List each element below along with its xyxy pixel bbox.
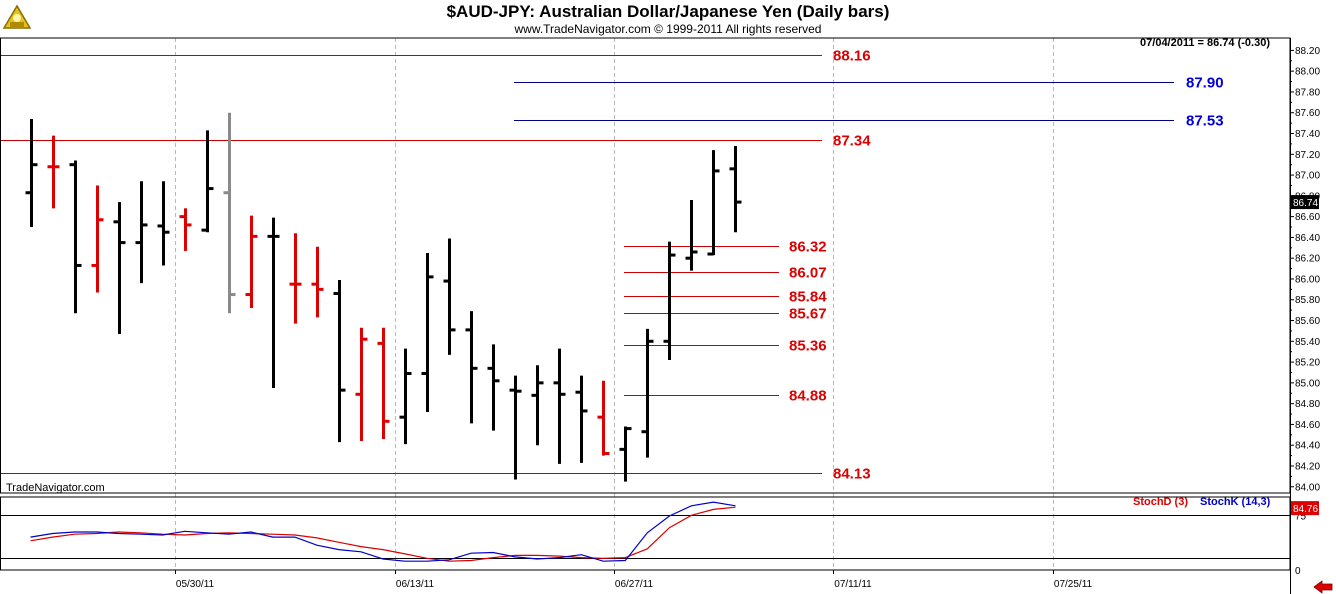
ohlc-bar xyxy=(465,311,478,424)
x-tick-label: 07/11/11 xyxy=(834,579,872,590)
y-tick-label: 86.40 xyxy=(1295,233,1320,244)
y-tick-label: 85.60 xyxy=(1295,316,1320,327)
ohlc-bar xyxy=(377,327,390,439)
stochastic-panel: StochD (3) StochK (14,3) xyxy=(0,496,1290,562)
level-label-85.36: 85.36 xyxy=(789,338,827,355)
ohlc-bar xyxy=(509,375,522,480)
stoch-line-stochD xyxy=(30,506,736,562)
ohlc-bar xyxy=(619,426,632,482)
ohlc-bar xyxy=(421,252,434,412)
last-price-label: 86.74 xyxy=(1293,198,1318,209)
ohlc-bar xyxy=(25,118,38,228)
logo-icon xyxy=(2,4,32,29)
ohlc-bar xyxy=(399,348,412,445)
ohlc-bar xyxy=(487,344,500,431)
y-tick-label: 87.60 xyxy=(1295,108,1320,119)
y-tick-label: 86.20 xyxy=(1295,254,1320,265)
ohlc-bar xyxy=(707,150,720,256)
x-tick-label: 05/30/11 xyxy=(176,579,215,590)
support-resistance-levels: 88.16 87.90 87.53 87.34 86.32 86.07 85.8485.67… xyxy=(0,48,1224,483)
ohlc-bar xyxy=(597,380,610,456)
price-panel-frame xyxy=(0,37,1291,494)
ohlc-bar xyxy=(553,348,566,464)
y-tick-label: 87.20 xyxy=(1295,150,1320,161)
stoch-y-tick-label: 0 xyxy=(1295,566,1301,577)
ohlc-bar xyxy=(685,200,698,271)
y-tick-label: 84.80 xyxy=(1295,399,1320,410)
ohlc-bar xyxy=(113,202,126,335)
chart-title: $AUD-JPY: Australian Dollar/Japanese Yen… xyxy=(446,2,890,21)
scroll-left-arrow-icon[interactable] xyxy=(1313,580,1333,594)
ohlc-bars xyxy=(25,112,742,482)
x-tick-label: 06/13/11 xyxy=(396,579,435,590)
ohlc-bar xyxy=(47,135,60,209)
ohlc-bar xyxy=(69,160,82,314)
y-tick-label: 84.20 xyxy=(1295,461,1320,472)
legend-stochK: StochK (14,3) xyxy=(1200,496,1271,508)
vertical-gridlines xyxy=(175,38,1054,570)
ohlc-bar xyxy=(443,238,456,355)
y-tick-label: 85.20 xyxy=(1295,358,1320,369)
ohlc-bar xyxy=(575,375,588,463)
ohlc-bar xyxy=(729,145,742,233)
y-tick-label: 84.00 xyxy=(1295,482,1320,493)
last-price-box xyxy=(1291,195,1319,210)
y-tick-label: 86.60 xyxy=(1295,212,1320,223)
y-tick-label: 87.00 xyxy=(1295,171,1320,182)
trade-navigator-logo[interactable] xyxy=(0,0,34,34)
ohlc-bar xyxy=(311,246,324,318)
stoch-last-box xyxy=(1291,501,1319,516)
stoch-line-stochK xyxy=(30,501,736,562)
legend-stochD: StochD (3) xyxy=(1133,496,1188,508)
ohlc-bar xyxy=(223,112,236,314)
y-tick-label: 84.40 xyxy=(1295,441,1320,452)
y-tick-label: 87.40 xyxy=(1295,129,1320,140)
x-tick-label: 06/27/11 xyxy=(615,579,654,590)
ohlc-bar xyxy=(157,181,170,266)
y-tick-label: 85.80 xyxy=(1295,295,1320,306)
y-tick-label: 85.00 xyxy=(1295,378,1320,389)
axes: 05/30/11 06/13/11 06/27/11 07/11/11 07/25/11… xyxy=(0,37,1333,594)
level-label-84.88: 84.88 xyxy=(789,388,827,405)
ohlc-bar xyxy=(355,327,368,442)
level-label-87.34: 87.34 xyxy=(833,133,871,150)
y-tick-label: 88.00 xyxy=(1295,67,1320,78)
ohlc-bar xyxy=(201,130,214,233)
ohlc-bar xyxy=(641,328,654,458)
ohlc-bar xyxy=(531,365,544,446)
chart-subtitle: www.TradeNavigator.com © 1999-2011 All r… xyxy=(514,22,822,36)
stoch-last-label: 84.76 xyxy=(1293,504,1318,515)
ohlc-bar xyxy=(245,215,258,309)
y-tick-label: 87.80 xyxy=(1295,87,1320,98)
ohlc-bar xyxy=(135,181,148,284)
stoch-y-tick-label: 75 xyxy=(1295,511,1307,522)
level-label-85.67: 85.67 xyxy=(789,306,827,323)
y-tick-label: 88.20 xyxy=(1295,46,1320,57)
level-label-85.84: 85.84 xyxy=(789,289,827,306)
ohlc-bar xyxy=(267,217,280,389)
ohlc-bar xyxy=(333,280,346,443)
x-tick-label: 07/25/11 xyxy=(1054,579,1093,590)
level-label-88.16: 88.16 xyxy=(833,48,871,65)
header-readout: 07/04/2011 = 86.74 (-0.30) xyxy=(1140,37,1270,49)
stoch-panel-frame xyxy=(0,496,1291,571)
level-label-86.32: 86.32 xyxy=(789,239,827,256)
level-label-84.13: 84.13 xyxy=(833,466,871,483)
y-tick-label: 85.40 xyxy=(1295,337,1320,348)
level-label-87.53: 87.53 xyxy=(1186,113,1224,130)
level-label-87.90: 87.90 xyxy=(1186,75,1224,92)
level-label-86.07: 86.07 xyxy=(789,265,827,282)
ohlc-bar xyxy=(91,185,104,293)
ohlc-bar xyxy=(179,208,192,251)
ohlc-bar xyxy=(663,241,676,361)
y-tick-label: 86.00 xyxy=(1295,274,1320,285)
watermark-text: TradeNavigator.com xyxy=(6,482,105,494)
arrow-shape xyxy=(1313,580,1333,594)
ohlc-bar xyxy=(289,233,302,324)
y-tick-label: 84.60 xyxy=(1295,420,1320,431)
